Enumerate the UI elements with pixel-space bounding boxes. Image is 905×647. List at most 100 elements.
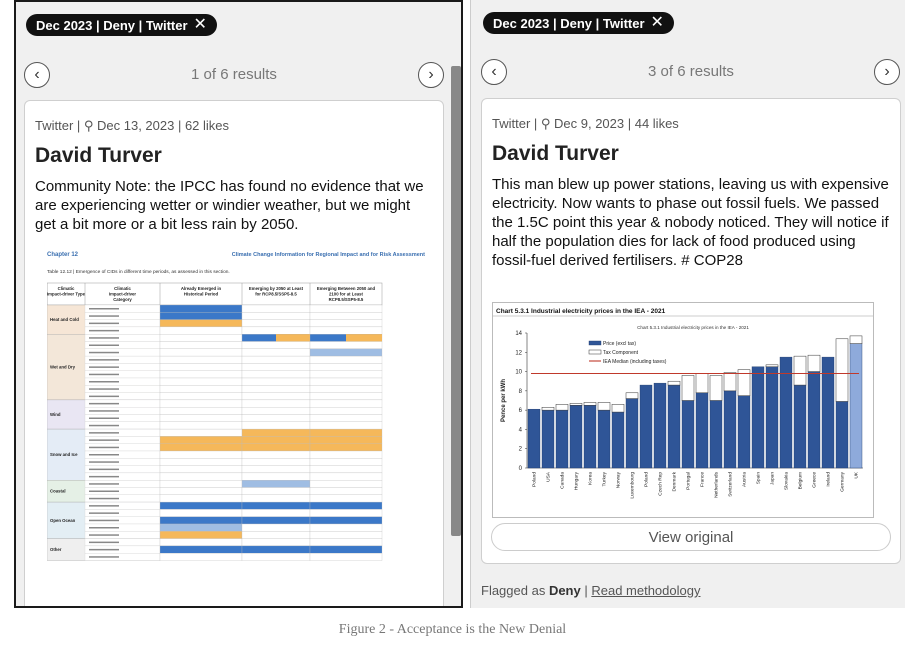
table-cell xyxy=(241,523,311,532)
filter-pill[interactable]: Dec 2023 | Deny | Twitter ✕ xyxy=(26,14,217,36)
bar-price xyxy=(611,411,625,469)
table-cell-text xyxy=(89,388,119,390)
table-cell xyxy=(309,385,383,393)
table-cell xyxy=(159,377,243,386)
table-caption: Table 12.12 | Emergence of CIDs in diffe… xyxy=(47,269,230,275)
table-cell xyxy=(159,531,243,539)
table-cell xyxy=(309,363,383,371)
bar-tax xyxy=(583,402,597,406)
table-cell-text xyxy=(89,454,119,456)
table-cell xyxy=(309,472,383,481)
ipcc-table-image[interactable]: Chapter 12 Climate Change Information fo… xyxy=(46,247,427,606)
x-tick-label: Netherlands xyxy=(714,471,720,497)
y-tick-label: 0 xyxy=(519,466,523,472)
table-cell xyxy=(159,480,243,488)
table-cell-text xyxy=(89,315,119,317)
read-methodology-link[interactable]: Read methodology xyxy=(591,583,701,598)
table-cell xyxy=(309,304,383,313)
table-cell xyxy=(241,377,311,386)
next-result-button[interactable]: › xyxy=(874,59,900,85)
bar-price xyxy=(849,343,863,469)
table-header-title: Climate Change Information for Regional … xyxy=(232,252,425,258)
filter-pill-label: Dec 2023 | Deny | Twitter xyxy=(36,17,188,33)
legend-swatch-tax xyxy=(588,349,602,355)
flagged-line: Flagged as Deny | Read methodology xyxy=(481,583,700,598)
table-cell xyxy=(309,494,383,503)
y-axis-label: Pence per kWh xyxy=(501,379,507,422)
bar-price xyxy=(597,409,611,469)
view-original-button[interactable]: View original xyxy=(491,523,891,551)
y-tick-label: 8 xyxy=(519,389,523,395)
table-header-text: Emerging Between 2050 and xyxy=(317,286,376,291)
table-header-text: Impact-driver xyxy=(109,292,137,297)
bar-tax xyxy=(709,375,723,401)
x-tick-label: Greece xyxy=(812,472,818,488)
table-cell xyxy=(309,392,383,401)
table-cell-text xyxy=(89,366,119,368)
table-cell xyxy=(241,545,311,554)
electricity-price-chart: Chart 5.3.1 Industrial electricity price… xyxy=(493,308,873,499)
bar-price xyxy=(737,395,751,469)
x-tick-label: Ireland xyxy=(826,472,832,487)
filter-pill[interactable]: Dec 2023 | Deny | Twitter ✕ xyxy=(483,12,674,34)
table-cell xyxy=(309,450,383,459)
bar-price xyxy=(779,356,793,469)
flagged-prefix: Flagged as xyxy=(481,583,549,598)
y-tick-label: 14 xyxy=(515,331,522,337)
table-cell-text xyxy=(89,402,119,405)
table-cell-text xyxy=(89,329,119,332)
table-group-label: Wind xyxy=(50,412,61,417)
table-header-text: 2100 for at Least xyxy=(329,292,363,297)
tweet-card: Twitter | ⚲ Dec 9, 2023 | 44 likes David… xyxy=(481,98,901,564)
close-icon[interactable]: ✕ xyxy=(650,14,664,31)
y-tick-label: 12 xyxy=(515,350,522,356)
table-cell-text xyxy=(89,512,119,514)
table-cell xyxy=(309,516,383,525)
bar-price xyxy=(821,356,835,469)
chart-title: Chart 5.3.1 Industrial electricity price… xyxy=(496,308,666,315)
table-cell xyxy=(309,501,383,510)
electricity-chart-image[interactable]: Chart 5.3.1 Industrial electricity price… xyxy=(492,302,874,518)
table-cell xyxy=(241,319,311,328)
table-cell xyxy=(241,407,311,415)
table-cell-text xyxy=(89,373,119,376)
bar-tax xyxy=(555,404,569,411)
table-cell xyxy=(159,450,243,459)
table-cell-text xyxy=(89,527,119,529)
legend-label: Price (excl tax) xyxy=(603,341,636,347)
table-cell-text xyxy=(89,432,119,434)
bar-tax xyxy=(681,375,695,401)
y-tick-label: 6 xyxy=(519,408,523,414)
close-icon[interactable]: ✕ xyxy=(193,16,207,33)
filter-pill-label: Dec 2023 | Deny | Twitter xyxy=(493,15,645,31)
table-cell xyxy=(241,326,311,335)
table-cell xyxy=(159,465,243,474)
next-result-button[interactable]: › xyxy=(418,62,444,88)
scrollbar[interactable] xyxy=(451,66,461,536)
table-group-label: Wet and Dry xyxy=(50,365,76,370)
table-cell xyxy=(159,399,243,408)
table-cell xyxy=(159,523,243,532)
table-cell-text xyxy=(89,548,119,551)
bar-price xyxy=(709,400,723,469)
table-cell xyxy=(309,458,383,466)
table-cell-text xyxy=(89,505,119,507)
tweet-text: This man blew up power stations, leaving… xyxy=(492,176,889,269)
bar-price xyxy=(681,400,695,469)
table-cell xyxy=(159,421,243,430)
table-header-text: Impact-driver Type xyxy=(47,292,86,297)
bar-price xyxy=(541,409,555,469)
bar-tax xyxy=(849,335,863,344)
prev-result-button[interactable]: ‹ xyxy=(24,62,50,88)
x-tick-label: Belgium xyxy=(798,472,804,489)
table-group-label: Snow and Ice xyxy=(50,452,78,457)
figure-caption: Figure 2 - Acceptance is the New Denial xyxy=(338,622,567,637)
x-tick-label: Austria xyxy=(742,472,748,487)
bar-tax xyxy=(807,354,821,372)
prev-result-button[interactable]: ‹ xyxy=(481,59,507,85)
table-cell xyxy=(241,553,311,561)
table-cell xyxy=(159,334,243,342)
table-cell xyxy=(241,443,311,452)
table-cell xyxy=(159,458,243,466)
table-group-label: Heat and Cold xyxy=(50,317,79,322)
